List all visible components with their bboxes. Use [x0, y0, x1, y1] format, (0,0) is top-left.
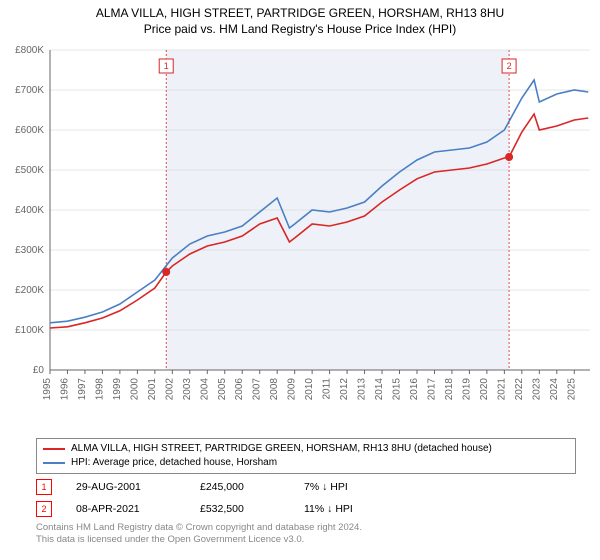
svg-text:2008: 2008 — [269, 378, 280, 401]
svg-text:2014: 2014 — [374, 378, 385, 401]
marker-delta: 7% ↓ HPI — [304, 481, 404, 493]
svg-text:2013: 2013 — [357, 378, 368, 401]
marker-price: £245,000 — [200, 481, 280, 493]
chart-container: ALMA VILLA, HIGH STREET, PARTRIDGE GREEN… — [0, 0, 600, 560]
sale-marker-row: 2 08-APR-2021 £532,500 11% ↓ HPI — [36, 498, 576, 520]
sale-marker-table: 1 29-AUG-2001 £245,000 7% ↓ HPI 2 08-APR… — [36, 476, 576, 520]
svg-text:£100K: £100K — [15, 325, 44, 336]
svg-text:2016: 2016 — [409, 378, 420, 401]
legend-label: HPI: Average price, detached house, Hors… — [71, 456, 277, 470]
svg-text:2003: 2003 — [182, 378, 193, 401]
svg-text:£400K: £400K — [15, 205, 44, 216]
chart-plot: £0 £100K £200K £300K £400K £500K £600K £700K £80… — [0, 40, 600, 420]
svg-text:2004: 2004 — [199, 378, 210, 401]
legend-swatch-hpi — [43, 462, 65, 464]
svg-text:£0: £0 — [33, 365, 45, 376]
svg-text:2002: 2002 — [164, 378, 175, 401]
footer-attribution: Contains HM Land Registry data © Crown c… — [36, 522, 362, 547]
title-line-2: Price paid vs. HM Land Registry's House … — [0, 22, 600, 38]
svg-text:£300K: £300K — [15, 245, 44, 256]
svg-text:2005: 2005 — [217, 378, 228, 401]
svg-text:£200K: £200K — [15, 285, 44, 296]
svg-text:2025: 2025 — [566, 378, 577, 401]
svg-text:£600K: £600K — [15, 125, 44, 136]
legend-swatch-property — [43, 448, 65, 450]
svg-text:1: 1 — [164, 61, 169, 71]
svg-text:£800K: £800K — [15, 45, 44, 56]
svg-text:2017: 2017 — [426, 378, 437, 401]
svg-text:£500K: £500K — [15, 165, 44, 176]
legend-label: ALMA VILLA, HIGH STREET, PARTRIDGE GREEN… — [71, 442, 492, 456]
svg-text:2020: 2020 — [479, 378, 490, 401]
svg-text:2019: 2019 — [461, 378, 472, 401]
svg-text:2011: 2011 — [322, 378, 333, 400]
marker-price: £532,500 — [200, 503, 280, 515]
svg-text:2023: 2023 — [531, 378, 542, 401]
svg-text:2018: 2018 — [444, 378, 455, 401]
legend: ALMA VILLA, HIGH STREET, PARTRIDGE GREEN… — [36, 438, 576, 474]
legend-row: ALMA VILLA, HIGH STREET, PARTRIDGE GREEN… — [43, 442, 569, 456]
svg-text:2009: 2009 — [287, 378, 298, 401]
svg-text:2000: 2000 — [129, 378, 140, 401]
svg-text:1996: 1996 — [59, 378, 70, 401]
chart-svg: £0 £100K £200K £300K £400K £500K £600K £700K £80… — [0, 40, 600, 420]
svg-text:2: 2 — [507, 61, 512, 71]
svg-text:1999: 1999 — [112, 378, 123, 401]
svg-text:£700K: £700K — [15, 85, 44, 96]
marker-badge: 2 — [36, 501, 52, 517]
svg-text:2022: 2022 — [514, 378, 525, 401]
svg-text:2006: 2006 — [234, 378, 245, 401]
svg-text:2012: 2012 — [339, 378, 350, 401]
marker-date: 08-APR-2021 — [76, 503, 176, 515]
footer-line: This data is licensed under the Open Gov… — [36, 534, 362, 546]
svg-text:1998: 1998 — [94, 378, 105, 401]
svg-text:2024: 2024 — [549, 378, 560, 401]
footer-line: Contains HM Land Registry data © Crown c… — [36, 522, 362, 534]
svg-text:2001: 2001 — [147, 378, 158, 401]
marker-date: 29-AUG-2001 — [76, 481, 176, 493]
svg-text:1997: 1997 — [77, 378, 88, 401]
svg-text:2021: 2021 — [496, 378, 507, 401]
svg-text:2015: 2015 — [392, 378, 403, 401]
svg-text:2007: 2007 — [252, 378, 263, 401]
svg-text:2010: 2010 — [304, 378, 315, 401]
chart-title: ALMA VILLA, HIGH STREET, PARTRIDGE GREEN… — [0, 0, 600, 37]
marker-delta: 11% ↓ HPI — [304, 503, 404, 515]
marker-badge: 1 — [36, 479, 52, 495]
svg-text:1995: 1995 — [42, 378, 53, 401]
legend-row: HPI: Average price, detached house, Hors… — [43, 456, 569, 470]
title-line-1: ALMA VILLA, HIGH STREET, PARTRIDGE GREEN… — [0, 6, 600, 22]
sale-marker-row: 1 29-AUG-2001 £245,000 7% ↓ HPI — [36, 476, 576, 498]
